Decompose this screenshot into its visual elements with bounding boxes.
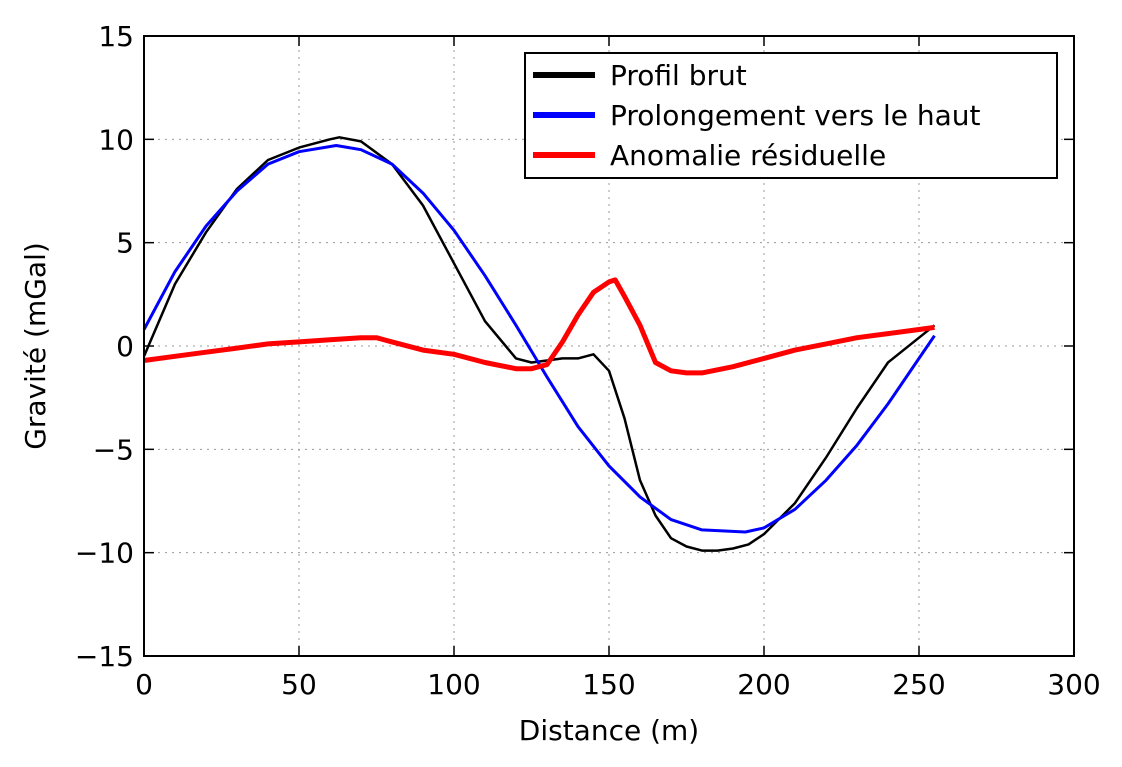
y-tick-label: 15 bbox=[98, 20, 134, 53]
series-line-anomalie bbox=[143, 277, 935, 376]
y-tick-label: 10 bbox=[98, 123, 134, 156]
y-tick-label: −10 bbox=[75, 537, 134, 570]
x-tick-label: 200 bbox=[737, 668, 790, 701]
series-layer bbox=[142, 136, 936, 552]
y-tick-label: 0 bbox=[116, 330, 134, 363]
ticks: 0 50 100 150 200 250 300 −15 −10 −5 0 5 10 15 bbox=[75, 20, 1101, 701]
series-line-profil-brut bbox=[142, 136, 936, 552]
x-tick-label: 100 bbox=[427, 668, 480, 701]
series-line-prolongement bbox=[142, 144, 936, 534]
x-tick-label: 300 bbox=[1047, 668, 1100, 701]
legend-box bbox=[524, 52, 1058, 179]
legend-label-anomalie: Anomalie résiduelle bbox=[610, 139, 886, 172]
y-axis-label: Gravité (mGal) bbox=[19, 242, 52, 450]
y-tick-label: −5 bbox=[93, 433, 134, 466]
x-tick-label: 0 bbox=[135, 668, 153, 701]
legend-label-prolongement: Prolongement vers le haut bbox=[610, 99, 981, 132]
x-axis-label: Distance (m) bbox=[519, 714, 699, 747]
x-tick-label: 50 bbox=[281, 668, 317, 701]
legend: Profil brut Prolongement vers le haut An… bbox=[524, 52, 1058, 179]
x-tick-label: 250 bbox=[892, 668, 945, 701]
y-tick-label: 5 bbox=[116, 227, 134, 260]
x-tick-label: 150 bbox=[582, 668, 635, 701]
y-tick-label: −15 bbox=[75, 640, 134, 673]
grid bbox=[144, 36, 1074, 656]
legend-label-profil-brut: Profil brut bbox=[610, 59, 747, 92]
